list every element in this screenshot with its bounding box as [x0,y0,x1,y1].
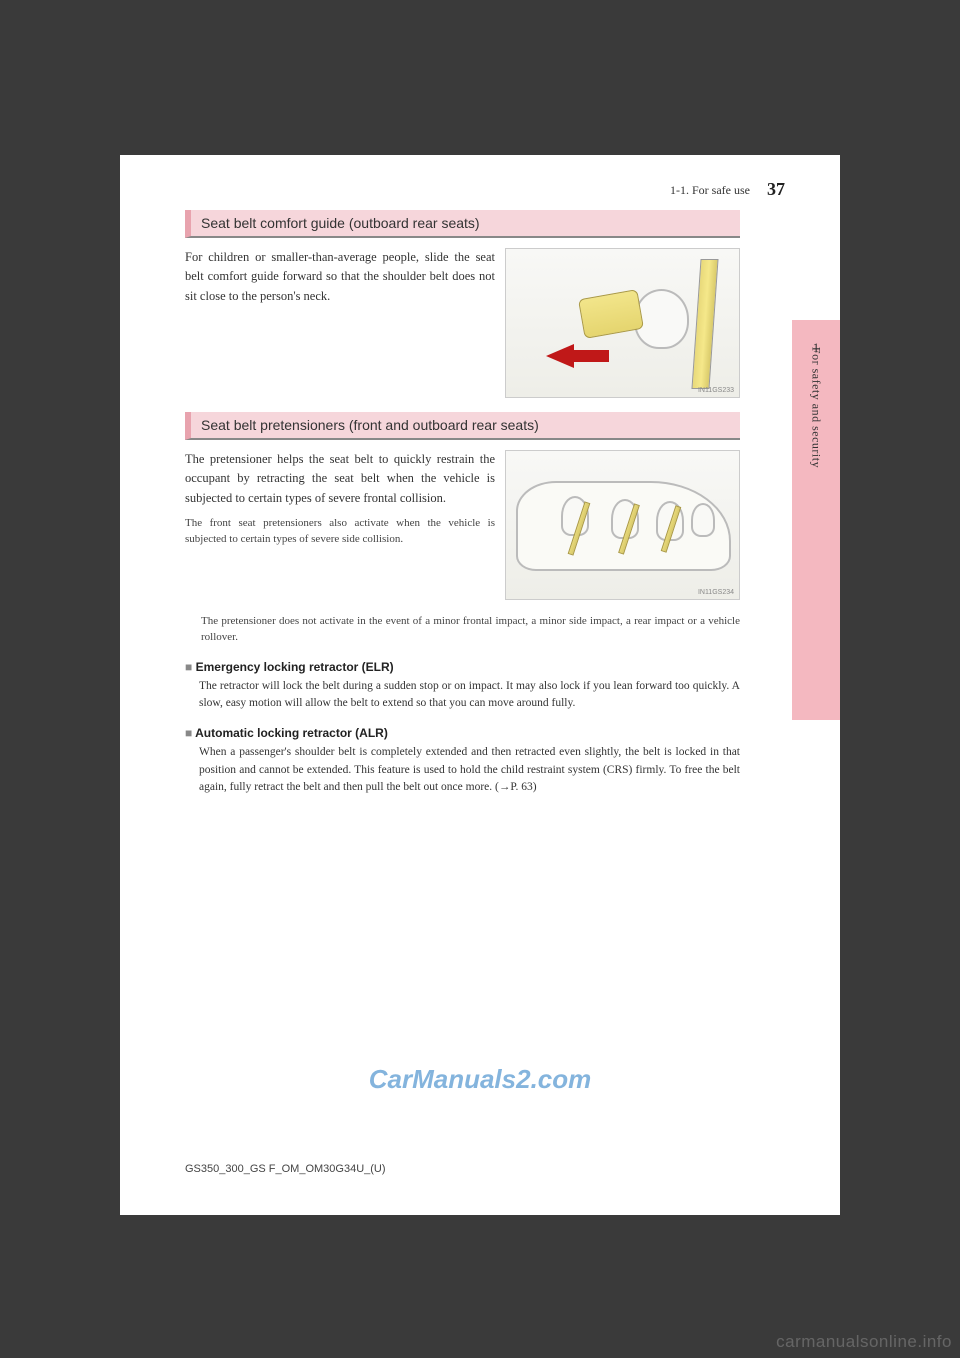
indent-note: The front seat pretensioners also activa… [185,516,495,548]
chapter-tab: 1 For safety and security [792,320,840,720]
image-code: IN11GS233 [698,387,734,394]
arrow-icon [546,344,574,368]
section-heading: Seat belt comfort guide (outboard rear s… [185,210,740,238]
full-width-note: The pretensioner does not activate in th… [201,614,740,646]
illustration-comfort-guide: IN11GS233 [505,248,740,398]
section-heading: Seat belt pretensioners (front and outbo… [185,412,740,440]
footer-code: GS350_300_GS F_OM_OM30G34U_(U) [185,1163,386,1175]
breadcrumb: 1-1. For safe use [670,183,750,198]
sub-body: When a passenger's shoulder belt is comp… [199,744,740,796]
watermark-text: CarManuals2.com [369,1064,592,1095]
body-text: For children or smaller-than-average peo… [185,248,495,306]
section-row: For children or smaller-than-average peo… [185,248,740,398]
page-number: 37 [767,179,785,200]
section-body: For children or smaller-than-average peo… [185,248,495,398]
manual-page: 1 For safety and security 1-1. For safe … [120,155,840,1215]
guide-shape [578,289,644,339]
chapter-title: For safety and security [809,347,824,468]
section-row: The pretensioner helps the seat belt to … [185,450,740,600]
seatbelt-shape [691,259,718,389]
occupant-shape [691,503,715,537]
illustration-pretensioner: IN11GS234 [505,450,740,600]
sub-heading: Automatic locking retractor (ALR) [185,726,740,740]
site-watermark: carmanualsonline.info [776,1332,952,1352]
content-area: Seat belt comfort guide (outboard rear s… [185,210,740,802]
sub-body: The retractor will lock the belt during … [199,678,740,713]
sub-heading: Emergency locking retractor (ELR) [185,660,740,674]
body-text: The pretensioner helps the seat belt to … [185,450,495,508]
image-code: IN11GS234 [698,589,734,596]
section-body: The pretensioner helps the seat belt to … [185,450,495,600]
